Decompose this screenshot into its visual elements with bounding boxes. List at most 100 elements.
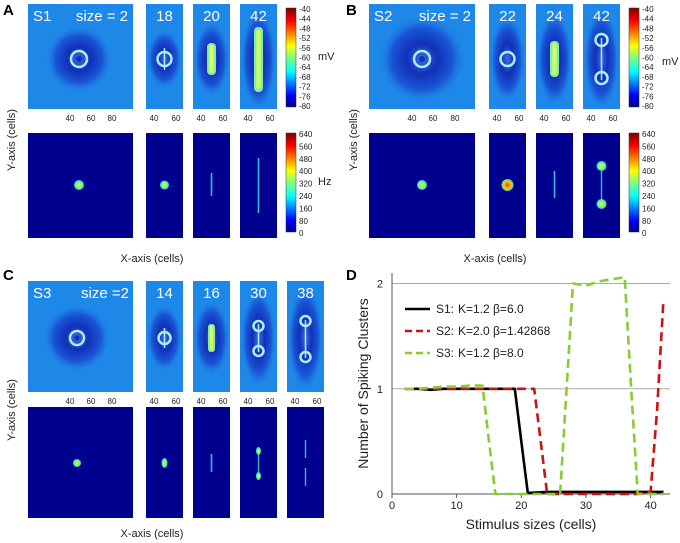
panel-letter: C	[3, 267, 14, 284]
colorbar-mv: -40 -44 -48 -52 -56 -60 -64 -68 -72 -76 …	[628, 5, 679, 111]
voltage-map-size-24: 24	[536, 4, 573, 109]
panel-d: D 0 10 20 30 40 0 1 2 Stimulus sizes (cells) Numb…	[346, 267, 670, 532]
colorbar-tick: 80	[299, 217, 308, 226]
size-label: 20	[203, 8, 220, 25]
x-tick: 60	[313, 397, 322, 406]
y-tick-label: 2	[377, 279, 383, 291]
x-tick: 80	[451, 114, 460, 123]
voltage-map-size-14: 14	[146, 281, 183, 392]
colorbar-tick: 400	[642, 167, 656, 176]
colorbar-tick: 480	[642, 155, 656, 164]
x-tick: 40	[66, 397, 75, 406]
size-label: 16	[203, 285, 220, 302]
firing-map-size-38	[287, 407, 324, 518]
x-tick: 40	[244, 114, 253, 123]
colorbar-tick: -44	[642, 15, 654, 24]
voltage-map-size-20: 20	[193, 4, 230, 109]
x-tick: 60	[172, 114, 181, 123]
colorbar-unit: mV	[662, 56, 679, 68]
x-tick: 60	[266, 397, 275, 406]
firing-spot	[73, 459, 81, 467]
size-label: 30	[250, 285, 267, 302]
x-tick: 40	[493, 114, 502, 123]
x-tick: 60	[562, 114, 571, 123]
x-tick-label: 30	[580, 500, 592, 512]
colorbar-hz: 640 560 480 400 320 240 160 80 0 Hz	[285, 130, 331, 238]
x-tick: 60	[87, 397, 96, 406]
scenario-label: S2	[374, 8, 392, 25]
size-label: 42	[593, 8, 610, 25]
colorbar-tick: -68	[299, 73, 311, 82]
colorbar-tick: -64	[642, 63, 654, 72]
scenario-label: S1	[33, 8, 51, 25]
colorbar-tick: -44	[299, 15, 311, 24]
voltage-map-size-38: 38	[287, 281, 324, 392]
series-line-s3	[404, 275, 664, 496]
firing-spot	[74, 180, 84, 190]
panel-a: A Y-axis (cells) S1 size = 2 18 20	[3, 2, 335, 265]
x-tick: 40	[66, 114, 75, 123]
voltage-map-size-2: S3 size =2	[28, 281, 133, 392]
x-axis-label: Stimulus sizes (cells)	[466, 516, 597, 532]
x-axis-label: X-axis (cells)	[464, 253, 527, 265]
colorbar-tick: 400	[299, 167, 313, 176]
colorbar-tick: -68	[642, 73, 654, 82]
y-axis-label: Y-axis (cells)	[348, 109, 360, 171]
colorbar-tick: 480	[299, 155, 313, 164]
size-label: size =2	[81, 285, 129, 302]
size-label: 18	[156, 8, 173, 25]
colorbar-tick: -72	[299, 83, 311, 92]
firing-spot	[256, 447, 261, 455]
size-label: size = 2	[419, 8, 471, 25]
colorbar-tick: -60	[299, 54, 311, 63]
colorbar-tick: -76	[642, 92, 654, 101]
size-label: size = 2	[76, 8, 128, 25]
panel-letter: A	[3, 2, 14, 19]
firing-spot	[256, 472, 261, 480]
x-tick-label: 40	[644, 500, 656, 512]
x-axis-label: X-axis (cells)	[121, 528, 184, 540]
x-tick: 80	[108, 397, 117, 406]
colorbar-tick: -80	[299, 102, 311, 111]
colorbar-tick: 0	[299, 229, 304, 238]
size-label: 24	[546, 8, 563, 25]
series-line-s2	[404, 299, 665, 496]
y-tick-label: 1	[377, 384, 383, 396]
firing-spot	[501, 179, 514, 191]
panel-letter: D	[346, 267, 357, 284]
x-tick: 60	[219, 397, 228, 406]
colorbar-tick: 560	[299, 142, 313, 151]
firing-spot	[417, 180, 427, 190]
x-axis-label: X-axis (cells)	[121, 253, 184, 265]
colorbar-tick: -48	[642, 24, 654, 33]
x-tick-label: 10	[451, 500, 463, 512]
x-tick: 60	[609, 114, 618, 123]
colorbar-tick: 240	[299, 192, 313, 201]
size-label: 22	[499, 8, 516, 25]
panel-letter: B	[346, 2, 357, 19]
legend-name: S2:	[436, 324, 454, 338]
y-tick-label: 0	[377, 489, 383, 501]
x-tick: 60	[429, 114, 438, 123]
colorbar-hz: 640 560 480 400 320 240 160 80 0	[628, 130, 656, 238]
firing-spot	[161, 458, 168, 468]
legend-name: S3:	[436, 346, 454, 360]
colorbar-tick: 160	[299, 204, 313, 213]
x-tick: 40	[197, 397, 206, 406]
legend-params: K=1.2 β=6.0	[458, 302, 524, 316]
voltage-map-size-2: S2 size = 2	[369, 4, 475, 109]
x-tick: 40	[150, 397, 159, 406]
voltage-map-size-42: 42	[583, 4, 620, 111]
size-label: 14	[156, 285, 173, 302]
legend-params: K=2.0 β=1.42868	[458, 324, 551, 338]
x-tick: 40	[587, 114, 596, 123]
scenario-label: S3	[33, 285, 51, 302]
colorbar-tick: -60	[642, 54, 654, 63]
firing-spot	[160, 180, 169, 190]
y-axis-label: Y-axis (cells)	[6, 379, 18, 441]
colorbar-tick: -76	[299, 92, 311, 101]
firing-spot	[596, 161, 607, 171]
voltage-map-size-16: 16	[193, 281, 230, 392]
voltage-map-size-2: S1 size = 2	[28, 4, 133, 109]
